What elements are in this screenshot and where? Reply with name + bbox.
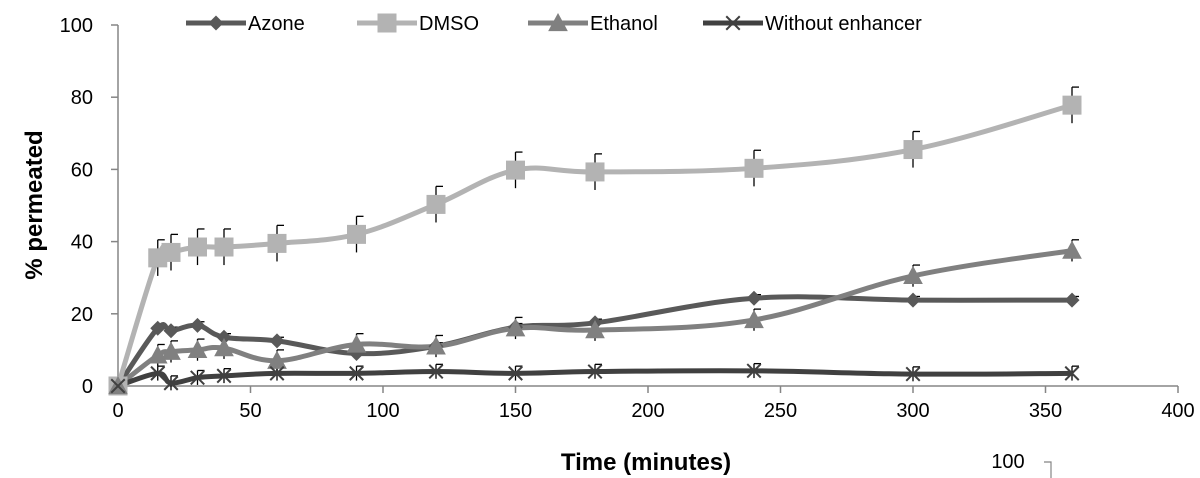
data-point: [187, 339, 208, 359]
y-tick-label: 40: [71, 232, 93, 254]
data-point: [349, 365, 364, 381]
legend-label: Ethanol: [590, 13, 658, 35]
data-point: [1062, 240, 1082, 259]
data-point: [1062, 95, 1082, 115]
axes: [117, 25, 1178, 387]
data-point: [267, 233, 287, 253]
series-markers: [108, 95, 1082, 396]
data-point: [744, 158, 764, 178]
data-point: [267, 350, 287, 369]
legend-label: Without enhancer: [765, 13, 922, 35]
data-point: [161, 341, 181, 360]
data-point: [1064, 292, 1080, 308]
data-point: [587, 364, 603, 380]
x-tick-label: 0: [112, 400, 123, 422]
data-point: [426, 194, 446, 214]
data-point: [505, 318, 526, 337]
tick-labels: 0 20 40 60 80 100 0 50 100 150 200 250 300 350 400: [60, 15, 1195, 422]
data-point: [214, 237, 234, 257]
data-point: [216, 368, 232, 384]
legend-label: Azone: [248, 13, 305, 35]
legend-marker: [208, 15, 224, 31]
data-point: [1064, 365, 1080, 381]
data-point: [426, 336, 446, 355]
x-tick-label: 100: [366, 400, 399, 422]
stray-label-group: 100: [991, 451, 1052, 478]
data-point: [905, 292, 921, 308]
data-point: [746, 363, 762, 379]
data-point: [585, 319, 605, 339]
y-axis-title: % permeated: [21, 130, 48, 279]
y-tick-label: 80: [71, 87, 93, 109]
x-tick-label: 400: [1161, 400, 1194, 422]
data-point: [347, 224, 366, 244]
x-tick-label: 250: [764, 400, 797, 422]
x-tick-label: 50: [239, 400, 261, 422]
legend-marker: [548, 12, 568, 32]
data-point: [346, 334, 367, 353]
x-tick-label: 150: [499, 400, 532, 422]
data-point: [269, 365, 285, 381]
y-tick-label: 100: [60, 15, 93, 37]
y-tick-label: 20: [71, 304, 93, 326]
stray-bracket: [1044, 461, 1052, 478]
series-line-2: [116, 248, 1073, 388]
data-point: [163, 323, 179, 339]
data-point: [585, 162, 605, 182]
series-line-1: [115, 102, 1073, 387]
y-tick-label: 0: [82, 376, 93, 398]
x-tick-label: 350: [1029, 400, 1062, 422]
stray-label: 100: [991, 451, 1024, 473]
data-point: [506, 160, 525, 180]
x-tick-label: 200: [631, 400, 664, 422]
data-point: [161, 242, 181, 262]
data-point: [508, 365, 523, 381]
x-tick-label: 300: [896, 400, 929, 422]
y-tick-label: 60: [71, 159, 93, 181]
data-point: [189, 317, 206, 333]
legend-marker: [725, 15, 741, 31]
data-point: [905, 366, 921, 382]
tick-marks: [111, 24, 1179, 393]
data-point: [428, 364, 444, 380]
data-point: [903, 140, 923, 160]
data-point: [150, 320, 166, 336]
series-line-3: [117, 368, 1073, 389]
legend-marker: [377, 13, 397, 33]
series-lines: [115, 102, 1073, 389]
data-point: [110, 378, 126, 394]
x-axis-title: Time (minutes): [561, 449, 731, 476]
data-point: [188, 237, 207, 257]
data-point: [150, 365, 166, 381]
data-point: [214, 338, 234, 357]
data-point: [744, 309, 764, 329]
data-point: [269, 333, 285, 349]
legend-label: DMSO: [419, 13, 479, 35]
data-point: [746, 290, 762, 306]
legend: Azone DMSO Ethanol Without enhancer: [186, 12, 922, 35]
data-point: [163, 375, 179, 391]
data-point: [190, 370, 205, 386]
data-point: [903, 265, 923, 285]
